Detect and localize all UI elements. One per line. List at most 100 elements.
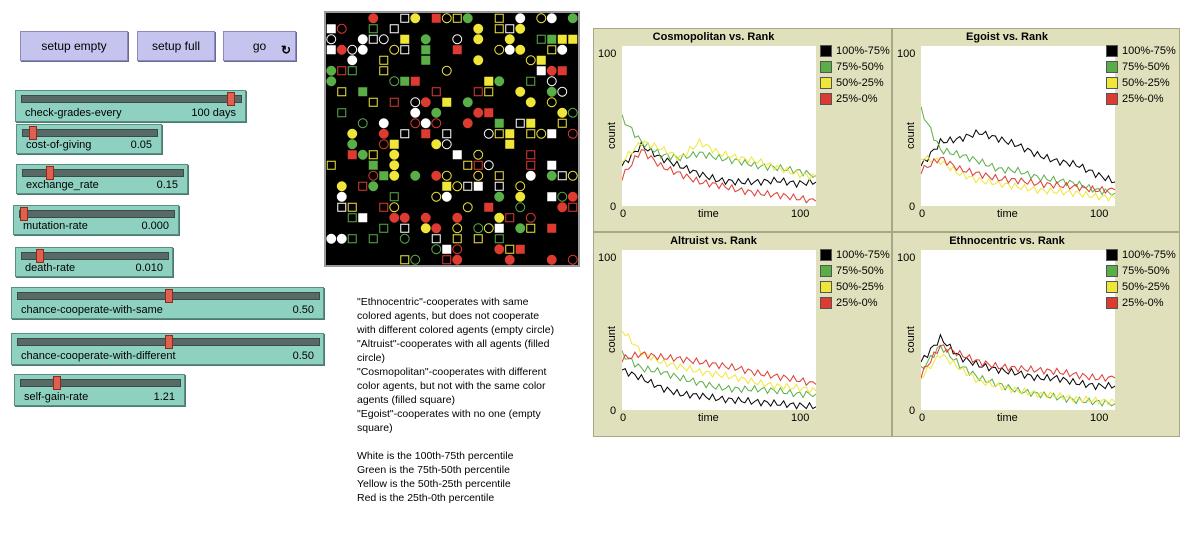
y-tick-max: 100	[598, 48, 617, 60]
self-gain-rate-slider[interactable]: self-gain-rate 1.21	[14, 374, 185, 406]
world-view[interactable]	[324, 11, 580, 267]
legend-swatch	[1106, 297, 1118, 309]
death-rate-slider[interactable]: death-rate 0.010	[15, 247, 173, 277]
mutation-rate-slider[interactable]: mutation-rate 0.000	[13, 205, 179, 235]
agent	[515, 86, 526, 97]
agent	[431, 170, 442, 181]
agent	[505, 213, 515, 223]
slider-value: 0.05	[130, 139, 152, 151]
exchange-rate-slider[interactable]: exchange_rate 0.15	[16, 164, 188, 194]
agent	[567, 254, 578, 265]
agent	[494, 234, 504, 244]
series-line-2	[920, 154, 1116, 203]
legend-label: 100%-75%	[1122, 249, 1176, 261]
slider-thumb[interactable]	[165, 289, 173, 303]
agent	[547, 223, 557, 233]
agent	[452, 34, 463, 45]
check-grades-every-slider[interactable]: check-grades-every 100 days	[15, 90, 246, 122]
y-tick-min: 0	[610, 405, 617, 417]
agent	[399, 233, 410, 244]
agent	[463, 181, 473, 191]
legend-label: 50%-25%	[836, 281, 884, 293]
agent	[442, 97, 452, 107]
note-line: Green is the 75th-50th percentile	[357, 464, 510, 476]
agent	[473, 87, 483, 97]
go-button-label: go	[252, 39, 267, 53]
cost-of-giving-slider[interactable]: cost-of-giving 0.05	[16, 124, 162, 154]
slider-value: 0.50	[292, 350, 314, 362]
slider-thumb[interactable]	[29, 126, 37, 140]
legend-swatch	[820, 93, 832, 105]
slider-label: cost-of-giving	[26, 139, 92, 151]
agent	[357, 118, 368, 129]
plot-area	[920, 250, 1116, 410]
agent	[515, 118, 525, 128]
agent	[347, 202, 357, 212]
agent	[389, 192, 399, 202]
agent	[473, 107, 484, 118]
go-button[interactable]: go ↻	[223, 31, 296, 61]
agent	[347, 44, 358, 55]
legend-label: 50%-25%	[836, 77, 884, 89]
agent	[400, 223, 410, 233]
plot-svg	[920, 106, 1116, 203]
x-axis-label: time	[698, 208, 719, 220]
chance-cooperate-with-same-slider[interactable]: chance-cooperate-with-same 0.50	[11, 287, 324, 319]
slider-thumb[interactable]	[36, 249, 44, 263]
agent	[420, 97, 431, 108]
legend-label: 75%-50%	[836, 265, 884, 277]
agent	[441, 191, 452, 202]
agent	[547, 160, 557, 170]
legend-label: 25%-0%	[1122, 93, 1164, 105]
slider-value: 0.010	[135, 262, 163, 274]
legend-swatch	[1106, 93, 1118, 105]
agent	[547, 192, 557, 202]
agent	[525, 55, 536, 66]
agent	[347, 55, 358, 66]
y-axis-label: count	[606, 122, 618, 149]
agent	[347, 234, 357, 244]
forever-icon: ↻	[280, 43, 291, 57]
agent	[431, 234, 441, 244]
slider-thumb[interactable]	[165, 335, 173, 349]
series-line-1	[621, 350, 817, 399]
note-line: "Cosmopolitan"-cooperates with different…	[357, 366, 547, 406]
legend-swatch	[820, 61, 832, 73]
note-line: Yellow is the 50th-25th percentile	[357, 478, 511, 490]
agent	[420, 212, 431, 223]
slider-thumb[interactable]	[227, 92, 235, 106]
chance-cooperate-with-different-slider[interactable]: chance-cooperate-with-different 0.50	[11, 333, 324, 365]
agent	[515, 13, 526, 24]
agent	[515, 181, 526, 192]
legend-swatch	[1106, 77, 1118, 89]
x-axis-label: time	[997, 412, 1018, 424]
y-tick-max: 100	[598, 252, 617, 264]
setup-full-button[interactable]: setup full	[137, 31, 215, 61]
agent	[568, 202, 578, 212]
agent	[378, 34, 389, 45]
slider-thumb[interactable]	[46, 166, 54, 180]
agent	[557, 44, 568, 55]
slider-thumb[interactable]	[20, 207, 28, 221]
setup-empty-button[interactable]: setup empty	[20, 31, 128, 61]
agent	[357, 34, 368, 45]
slider-thumb[interactable]	[53, 376, 61, 390]
plot-title: Cosmopolitan vs. Rank	[652, 31, 775, 43]
agent	[389, 76, 400, 87]
agent	[515, 191, 526, 202]
agent	[494, 171, 504, 181]
agent	[473, 223, 484, 234]
agent	[347, 128, 358, 139]
slider-label: chance-cooperate-with-different	[21, 350, 176, 362]
agent	[462, 118, 473, 129]
slider-label: exchange_rate	[26, 179, 99, 191]
agent	[441, 13, 452, 24]
agent	[484, 87, 494, 97]
agent	[526, 129, 536, 139]
series-line-0	[920, 333, 1116, 391]
agent	[525, 212, 536, 223]
series-line-0	[621, 140, 817, 189]
agent	[389, 139, 399, 149]
legend-label: 75%-50%	[1122, 265, 1170, 277]
agent	[379, 66, 389, 76]
